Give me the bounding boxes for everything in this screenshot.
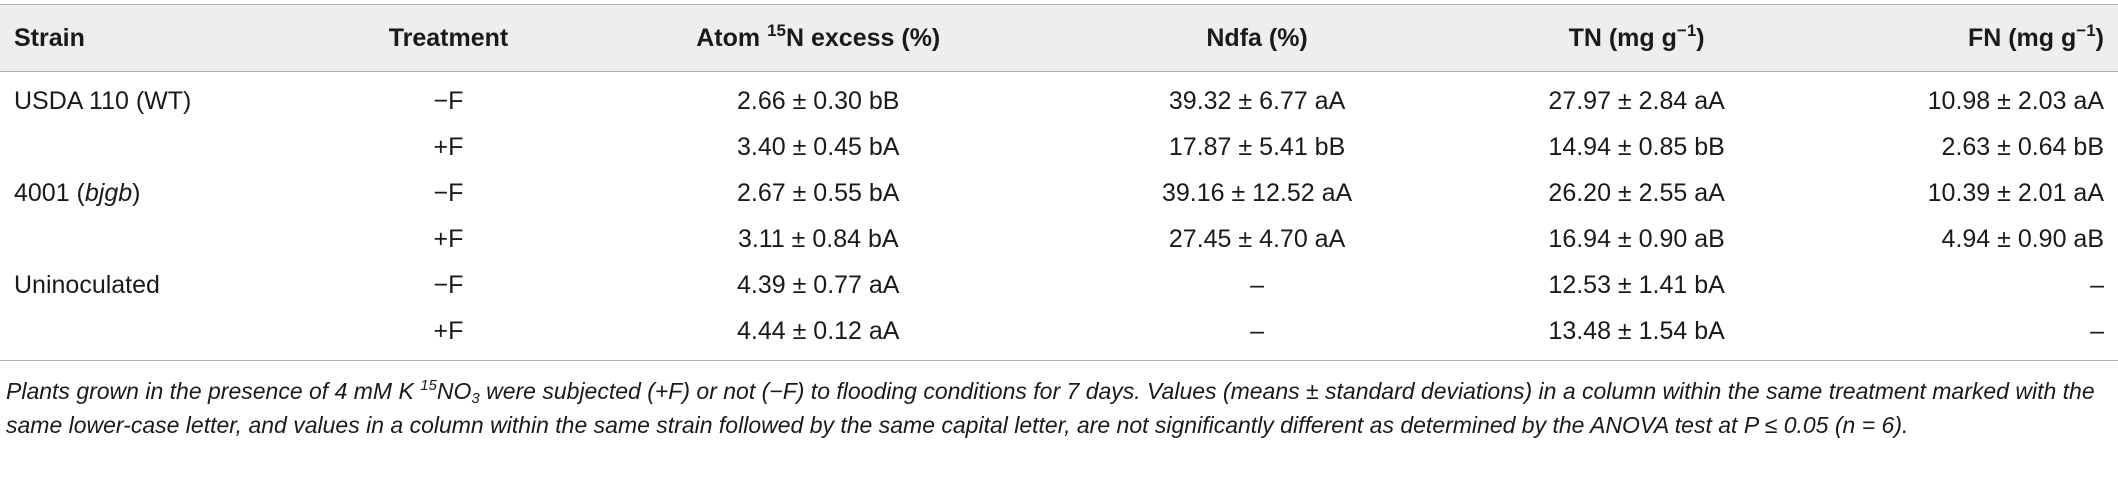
header-row: Strain Treatment Atom 15N excess (%) Ndf…: [0, 4, 2118, 72]
cell-treatment: −F: [433, 86, 464, 115]
cell-ndfa: 27.45 ± 4.70 aA: [1168, 224, 1346, 253]
header-strain: Strain: [0, 4, 311, 72]
cell-atom-excess: 2.67 ± 0.55 bA: [737, 178, 900, 207]
strain-post: ): [132, 178, 141, 207]
cell-treatment: −F: [433, 270, 464, 299]
cell-tn: 12.53 ± 1.41 bA: [1548, 270, 1725, 299]
header-atom-post: N excess (%): [786, 23, 941, 52]
cell-fn: 10.39 ± 2.01 aA: [1927, 178, 2104, 207]
caption-sup: 15: [420, 377, 437, 394]
header-ndfa: Ndfa (%): [1050, 4, 1464, 72]
header-fn-post: ): [2095, 23, 2104, 52]
cell-atom-excess: 4.44 ± 0.12 aA: [586, 308, 1051, 361]
cell-tn: 16.94 ± 0.90 aB: [1548, 224, 1725, 253]
cell-ndfa: –: [1050, 308, 1464, 361]
strain-text: 4001 (: [14, 178, 85, 207]
cell-tn: 14.94 ± 0.85 bB: [1548, 132, 1725, 161]
caption-part2: NO: [436, 378, 472, 404]
cell-ndfa: 39.16 ± 12.52 aA: [1161, 178, 1353, 207]
strain-text: USDA 110 (WT): [14, 86, 192, 115]
cell-fn: 2.63 ± 0.64 bB: [1941, 132, 2104, 161]
caption-part1: Plants grown in the presence of 4 mM K: [6, 378, 421, 404]
cell-strain: Uninoculated: [0, 262, 311, 308]
data-table: Strain Treatment Atom 15N excess (%) Ndf…: [0, 4, 2118, 361]
cell-treatment: −F: [433, 178, 464, 207]
header-atom-pre: Atom: [696, 23, 768, 52]
caption-part3: were subjected (+F) or not (−F) to flood…: [6, 378, 2095, 438]
cell-fn: –: [2090, 270, 2104, 299]
header-tn-sup: −1: [1676, 20, 1697, 40]
cell-atom-excess: 3.40 ± 0.45 bA: [737, 132, 900, 161]
caption-sub: 3: [471, 390, 480, 407]
cell-ndfa: 39.32 ± 6.77 aA: [1168, 86, 1346, 115]
table-row: Uninoculated −F 4.39 ± 0.77 aA – 12.53 ±…: [0, 262, 2118, 308]
cell-strain: [0, 124, 311, 170]
header-atom-sup: 15: [767, 20, 786, 40]
cell-strain: [0, 216, 311, 262]
table-caption: Plants grown in the presence of 4 mM K 1…: [6, 374, 2106, 442]
header-fn: FN (mg g−1): [1809, 4, 2118, 72]
cell-tn: 27.97 ± 2.84 aA: [1548, 86, 1725, 115]
cell-fn: 10.98 ± 2.03 aA: [1927, 86, 2104, 115]
cell-ndfa: –: [1250, 270, 1265, 299]
header-tn-pre: TN (mg g: [1568, 23, 1677, 52]
cell-atom-excess: 4.39 ± 0.77 aA: [737, 270, 900, 299]
header-treatment: Treatment: [310, 4, 587, 72]
header-tn: TN (mg g−1): [1463, 4, 1810, 72]
cell-atom-excess: 2.66 ± 0.30 bB: [737, 86, 900, 115]
header-fn-sup: −1: [2076, 20, 2096, 40]
cell-atom-excess: 3.11 ± 0.84 bA: [737, 224, 899, 253]
table-row: +F 3.40 ± 0.45 bA 17.87 ± 5.41 bB 14.94 …: [0, 124, 2118, 170]
strain-text: Uninoculated: [14, 270, 160, 299]
table-row: +F 4.44 ± 0.12 aA – 13.48 ± 1.54 bA –: [0, 308, 2118, 361]
header-atom-excess: Atom 15N excess (%): [586, 4, 1051, 72]
cell-tn: 26.20 ± 2.55 aA: [1548, 178, 1725, 207]
strain-italic: bjgb: [84, 178, 133, 207]
cell-tn: 13.48 ± 1.54 bA: [1463, 308, 1810, 361]
table-row: USDA 110 (WT) −F 2.66 ± 0.30 bB 39.32 ± …: [0, 72, 2118, 125]
cell-ndfa: 17.87 ± 5.41 bB: [1168, 132, 1346, 161]
cell-treatment: +F: [433, 132, 464, 161]
table-row: 4001 (bjgb) −F 2.67 ± 0.55 bA 39.16 ± 12…: [0, 170, 2118, 216]
header-fn-pre: FN (mg g: [1967, 23, 2077, 52]
cell-treatment: +F: [310, 308, 587, 361]
table-row: +F 3.11 ± 0.84 bA 27.45 ± 4.70 aA 16.94 …: [0, 216, 2118, 262]
cell-treatment: +F: [433, 224, 464, 253]
cell-strain: 4001 (bjgb): [0, 170, 311, 216]
header-tn-post: ): [1696, 23, 1705, 52]
cell-fn: 4.94 ± 0.90 aB: [1941, 224, 2104, 253]
cell-strain: USDA 110 (WT): [0, 72, 311, 125]
cell-fn: –: [1809, 308, 2118, 361]
cell-strain: [0, 308, 311, 361]
